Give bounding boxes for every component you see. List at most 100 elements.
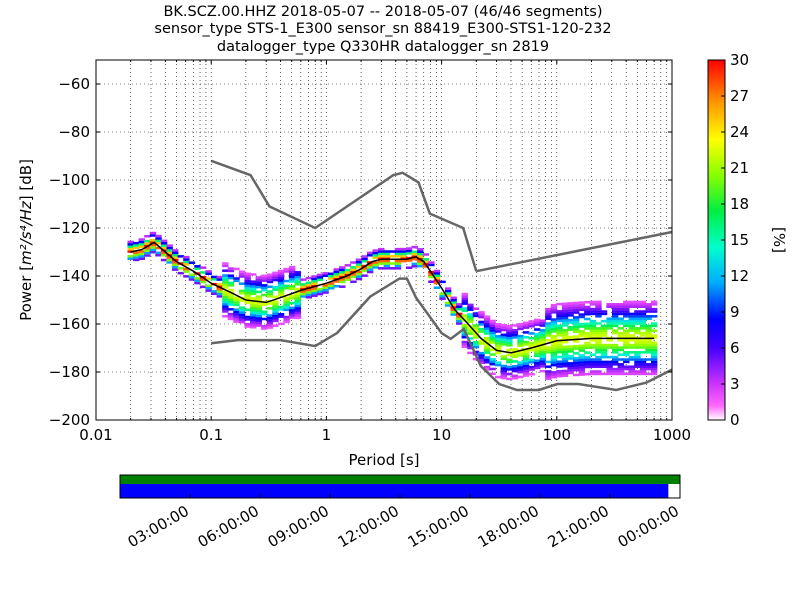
heatmap-cell — [623, 310, 630, 313]
heatmap-cell — [595, 351, 602, 354]
heatmap-cell — [589, 322, 597, 325]
heatmap-cell — [478, 356, 485, 360]
heatmap-cell — [227, 298, 235, 301]
heatmap-cell — [222, 281, 229, 284]
heatmap-cell — [366, 266, 374, 269]
heatmap-cell — [305, 284, 313, 287]
heatmap-cell — [517, 354, 524, 357]
heatmap-cell — [495, 335, 502, 338]
heatmap-cell — [222, 262, 229, 265]
heatmap-cell — [623, 343, 630, 347]
heatmap-cell — [322, 274, 329, 277]
heatmap-cell — [611, 303, 619, 306]
heatmap-cell — [411, 253, 418, 256]
heatmap-cell — [272, 314, 279, 318]
heatmap-cell — [617, 319, 624, 323]
heatmap-cell — [478, 339, 485, 343]
heatmap-cell — [472, 341, 480, 344]
heatmap-cell — [222, 298, 229, 301]
heatmap-cell — [144, 247, 151, 250]
heatmap-cell — [556, 329, 563, 332]
heatmap-cell — [584, 341, 591, 345]
heatmap-cell — [467, 306, 474, 309]
heatmap-cell — [422, 258, 430, 261]
heatmap-cell — [467, 337, 474, 340]
heatmap-cell — [645, 317, 652, 320]
heatmap-cell — [561, 331, 569, 334]
nhnm-curve — [210, 159, 478, 272]
heatmap-cell — [249, 282, 257, 286]
heatmap-cell — [322, 291, 329, 294]
heatmap-cell — [578, 301, 585, 304]
heatmap-cell — [522, 343, 530, 346]
heatmap-cell — [611, 319, 619, 323]
heatmap-cell — [584, 317, 591, 321]
heatmap-cell — [194, 265, 201, 268]
heatmap-cell — [155, 237, 162, 240]
heatmap-cell — [205, 286, 212, 290]
heatmap-cell — [589, 334, 597, 337]
heatmap-cell — [394, 264, 402, 268]
heatmap-cell — [249, 292, 257, 295]
timeline-tick-label: 00:00:00 — [615, 502, 682, 551]
heatmap-cell — [495, 344, 502, 348]
heatmap-cell — [222, 276, 229, 280]
heatmap-cell — [456, 307, 463, 311]
heatmap-cell — [567, 362, 574, 365]
heatmap-cell — [567, 314, 574, 317]
heatmap-cell — [433, 276, 441, 280]
heatmap-cell — [600, 348, 608, 352]
heatmap-cell — [495, 351, 502, 355]
heatmap-cell — [244, 301, 251, 304]
heatmap-cell — [394, 267, 402, 270]
heatmap-cell — [495, 342, 502, 345]
heatmap-cell — [634, 322, 641, 325]
heatmap-cell — [300, 278, 307, 281]
heatmap-cell — [522, 340, 530, 344]
heatmap-cell — [589, 360, 597, 364]
heatmap-cell — [534, 366, 541, 370]
x-tick-label: 0.01 — [79, 426, 112, 444]
heatmap-cell — [355, 270, 363, 274]
heatmap-cell — [572, 311, 580, 314]
heatmap-cell — [650, 303, 658, 306]
heatmap-cell — [238, 272, 246, 276]
heatmap-cell — [606, 367, 613, 371]
heatmap-cell — [522, 352, 530, 356]
heatmap-cell — [372, 261, 379, 264]
heatmap-cell — [617, 317, 624, 320]
heatmap-cell — [422, 260, 430, 263]
heatmap-cell — [584, 344, 591, 347]
heatmap-cell — [272, 317, 279, 320]
heatmap-cell — [650, 363, 658, 366]
heatmap-cell — [417, 262, 424, 265]
heatmap-cell — [645, 310, 652, 313]
heatmap-cell — [411, 265, 418, 268]
heatmap-cell — [567, 321, 574, 324]
heatmap-cell — [467, 315, 474, 319]
heatmap-cell — [456, 317, 463, 321]
heatmap-cell — [623, 351, 630, 354]
heatmap-cell — [572, 356, 580, 360]
heatmap-cell — [650, 365, 658, 368]
heatmap-cell — [645, 372, 652, 376]
heatmap-cell — [389, 262, 396, 265]
heatmap-cell — [634, 351, 641, 354]
heatmap-cell — [556, 362, 563, 366]
heatmap-cell — [456, 305, 463, 309]
heatmap-cell — [283, 315, 290, 319]
heatmap-cell — [634, 355, 641, 359]
heatmap-cell — [283, 318, 290, 321]
heatmap-cell — [378, 259, 385, 263]
heatmap-cell — [645, 351, 652, 354]
heatmap-cell — [255, 309, 262, 313]
heatmap-cell — [584, 346, 591, 350]
heatmap-cell — [522, 326, 530, 329]
heatmap-cell — [288, 270, 296, 274]
heatmap-cell — [478, 351, 485, 355]
heatmap-cell — [550, 320, 558, 324]
heatmap-cell — [500, 374, 507, 377]
heatmap-cell — [650, 307, 658, 311]
heatmap-cell — [294, 275, 301, 279]
heatmap-cell — [288, 285, 296, 288]
